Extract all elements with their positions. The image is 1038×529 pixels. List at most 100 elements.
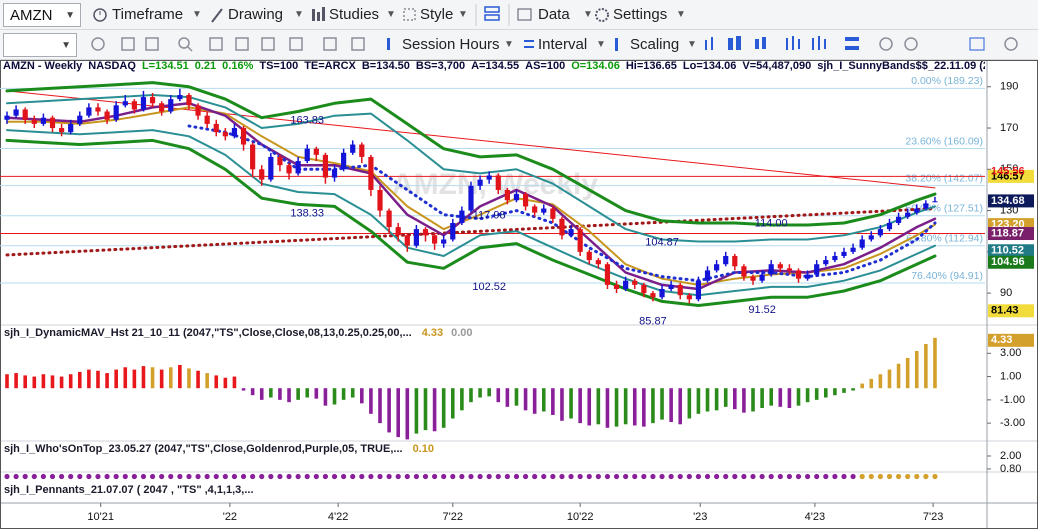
histogram-bar [487, 388, 491, 397]
candle-body [714, 264, 720, 271]
histogram-bar [523, 388, 528, 411]
pennant-dot [77, 473, 83, 480]
candle-body [331, 169, 338, 178]
pennant-dot [4, 473, 10, 480]
menu[interactable]: Data [538, 6, 570, 23]
chart: AMZN, Weekly 0.00% (189.23) 23.60% (160.09… [0, 60, 1038, 529]
histogram-bar [742, 388, 746, 413]
price-flag [988, 244, 1034, 258]
histogram-bar [305, 388, 310, 398]
header-field: B=134.50 [361, 60, 410, 72]
candle-body [723, 255, 729, 265]
pennant-dot [441, 473, 447, 480]
header-field: Hi=136.65 [625, 60, 677, 72]
pennant-dot [886, 473, 893, 480]
candle-body [659, 288, 665, 298]
histogram-bar [123, 367, 128, 389]
value-flag [988, 333, 1034, 347]
menu[interactable]: Interval [538, 36, 588, 53]
histogram-bar [605, 388, 610, 428]
y-tick-label: 130 [1000, 204, 1018, 216]
candle-body [222, 132, 228, 137]
candle-body [441, 239, 447, 244]
candle-body [304, 148, 310, 162]
trendline [5, 207, 937, 257]
pennant-dot [86, 473, 92, 480]
price-flag [988, 194, 1034, 208]
pennant-dot [295, 473, 301, 480]
menu[interactable]: Session Hours [402, 36, 500, 53]
study-status: 0.00 [451, 327, 472, 339]
candle-body [495, 175, 501, 190]
y-tick-label: 0.80 [1000, 463, 1021, 475]
histogram-bar [287, 388, 291, 403]
candle-body [504, 189, 510, 201]
histogram-bar [196, 370, 200, 389]
histogram-bar [323, 388, 328, 406]
candle-body [786, 268, 793, 271]
histogram-bar [551, 388, 555, 415]
candle-body [768, 264, 774, 275]
study-label: sjh_I_Who'sOnTop_23.05.27 (2047,"TS",Clo… [4, 443, 403, 455]
study-label: sjh_I_DynamicMAV_Hst 21_10_11 (2047,"TS"… [4, 327, 412, 339]
study-status: 4.33 [422, 327, 443, 339]
price-flag-label: 118.87 [991, 227, 1024, 239]
candle-body [641, 284, 647, 294]
menu[interactable]: Drawing [228, 6, 284, 23]
pennant-dot [149, 473, 156, 480]
candle-body [49, 117, 56, 129]
pennant-dot [368, 473, 374, 480]
histogram-bar [924, 343, 928, 389]
candle-body [604, 264, 611, 285]
pennant-dot [604, 473, 611, 480]
histogram-bar [905, 357, 910, 389]
candle-body [195, 105, 201, 116]
pennant-dot [104, 473, 110, 480]
x-tick-label: '22 [223, 511, 237, 523]
swing-label: 91.52 [748, 304, 776, 316]
pennant-dot [404, 473, 410, 480]
menu[interactable]: Settings [613, 6, 668, 23]
pennant-dot [459, 473, 465, 480]
pennant-dot [768, 473, 774, 480]
candle-body [859, 239, 865, 248]
candle-body [159, 103, 165, 112]
menu[interactable]: Style [420, 6, 454, 23]
pennant-dot [177, 473, 183, 480]
menu[interactable]: Timeframe [112, 6, 184, 23]
chart-background [0, 60, 1038, 529]
histogram-bar [241, 388, 246, 391]
histogram-bar [642, 388, 646, 427]
menu[interactable]: Studies [329, 6, 380, 23]
pennant-dot [140, 473, 147, 480]
symbol-box[interactable]: AMZN ▼ [3, 3, 81, 27]
pennant-dot [550, 473, 556, 480]
price-flag [988, 169, 1034, 183]
pennant-dot [877, 473, 883, 480]
pennant-dot [395, 473, 401, 480]
histogram-bar [223, 377, 228, 389]
pennant-dot [541, 473, 547, 480]
x-tick-label: '23 [693, 511, 707, 523]
dropdown[interactable]: ▼ [3, 33, 77, 57]
histogram-bar [860, 383, 864, 389]
candle-body [359, 144, 365, 157]
pennant-dot [632, 473, 638, 480]
histogram-bar [587, 388, 592, 426]
x-tick-label: 7'22 [443, 511, 463, 523]
candle-body [595, 260, 601, 265]
candle-body [559, 218, 565, 236]
histogram-bar [396, 388, 401, 438]
histogram-bar [278, 388, 282, 400]
price-flag-label: 110.52 [991, 245, 1024, 257]
fib-label: 38.20% (142.07) [905, 172, 983, 184]
histogram-bar [23, 375, 28, 389]
candle-body [186, 95, 192, 106]
candle-body [368, 156, 374, 190]
pennant-dot [286, 473, 292, 480]
candle-body [68, 123, 74, 133]
pennant-dot [868, 473, 874, 480]
pennant-dot [113, 473, 119, 480]
menu[interactable]: Scaling [630, 36, 680, 53]
pennant-dot [923, 473, 929, 480]
